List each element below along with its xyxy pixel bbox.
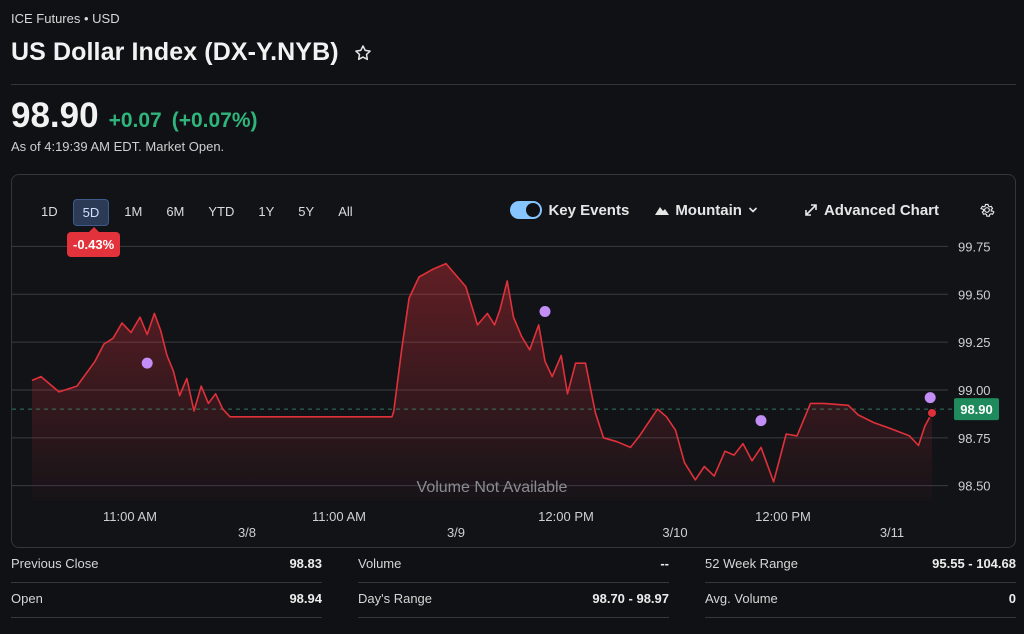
price-tag <box>954 398 999 421</box>
last-price: 98.90 <box>11 96 99 135</box>
stat-value: 98.94 <box>289 591 322 606</box>
range-button-ytd[interactable]: YTD <box>208 204 235 219</box>
key-events-toggle[interactable]: Key Events <box>510 201 629 219</box>
stat-row: Day's Range 98.70 - 98.97 <box>358 591 669 618</box>
page-title: US Dollar Index (DX-Y.NYB) <box>11 38 339 66</box>
range-button-5d[interactable]: 5D <box>72 199 110 226</box>
x-date-label: 3/8 <box>238 525 256 540</box>
stat-row: Open 98.94 <box>11 591 322 618</box>
stat-row: Avg. Volume 0 <box>705 591 1016 618</box>
x-date-label: 3/9 <box>447 525 465 540</box>
range-button-1y[interactable]: 1Y <box>258 204 275 219</box>
x-time-label: 12:00 PM <box>538 509 594 524</box>
x-time-label: 11:00 AM <box>103 509 157 524</box>
expand-icon <box>805 204 817 216</box>
key-event-marker[interactable] <box>924 392 936 404</box>
stat-label: Open <box>11 591 43 606</box>
mountain-icon <box>655 207 670 215</box>
chart-card: 99.75 99.50 99.25 99.00 98.75 98.50 Volume Not… <box>11 174 1016 548</box>
key-event-marker[interactable] <box>755 415 767 427</box>
chart-type-dropdown[interactable]: Mountain <box>655 202 758 219</box>
period-change-badge: -0.43% <box>67 227 121 257</box>
key-event-marker[interactable] <box>539 305 551 317</box>
stat-row: Volume -- <box>358 556 669 583</box>
range-button-1m[interactable]: 1M <box>124 204 143 219</box>
y-tick-label: 99.00 <box>958 383 991 398</box>
header-divider <box>11 84 1016 85</box>
last-price-marker <box>927 407 937 418</box>
stat-label: 52 Week Range <box>705 556 798 571</box>
y-tick-label: 99.50 <box>958 287 991 302</box>
range-button-5y[interactable]: 5Y <box>298 204 315 219</box>
advanced-chart-link[interactable]: Advanced Chart <box>804 202 939 219</box>
stat-value: -- <box>660 556 669 571</box>
key-event-marker[interactable] <box>141 357 153 369</box>
x-time-label: 11:00 AM <box>312 509 366 524</box>
star-icon[interactable] <box>353 43 373 63</box>
y-tick-label: 98.75 <box>958 431 991 446</box>
chart-tools: Key Events Mountain Advanced Chart <box>510 201 995 219</box>
y-tick-label: 99.75 <box>958 239 991 254</box>
stat-label: Day's Range <box>358 591 433 606</box>
toggle-switch-icon[interactable] <box>510 201 543 219</box>
price-change-percent: (+0.07%) <box>171 109 258 132</box>
stat-value: 95.55 - 104.68 <box>932 556 1016 571</box>
range-button-6m[interactable]: 6M <box>166 204 185 219</box>
exchange-label: ICE Futures • USD <box>11 11 120 26</box>
stat-label: Avg. Volume <box>705 591 778 606</box>
price-row: 98.90 +0.07 (+0.07%) <box>11 96 258 136</box>
price-tag-label: 98.90 <box>960 402 993 417</box>
price-line <box>31 262 933 483</box>
x-date-label: 3/11 <box>880 525 904 540</box>
advanced-chart-label: Advanced Chart <box>823 201 939 219</box>
gear-icon[interactable] <box>979 202 995 218</box>
x-date-label: 3/10 <box>662 525 687 540</box>
price-change: +0.07 <box>108 109 162 132</box>
stat-label: Previous Close <box>11 556 99 571</box>
timestamp: As of 4:19:39 AM EDT. Market Open. <box>11 139 225 154</box>
stat-label: Volume <box>358 556 402 571</box>
x-time-label: 12:00 PM <box>755 509 811 524</box>
title-row: US Dollar Index (DX-Y.NYB) <box>11 38 373 67</box>
y-tick-label: 99.25 <box>958 335 991 350</box>
stat-value: 98.70 - 98.97 <box>592 591 669 606</box>
range-button-all[interactable]: All <box>338 204 353 219</box>
chart-type-label: Mountain <box>675 201 742 219</box>
volume-note: Volume Not Available <box>417 479 568 496</box>
stat-value: 98.83 <box>289 556 322 571</box>
range-button-1d[interactable]: 1D <box>41 204 58 219</box>
price-chart[interactable]: 99.75 99.50 99.25 99.00 98.75 98.50 Volume Not… <box>12 175 1017 549</box>
y-tick-label: 98.50 <box>958 479 991 494</box>
stat-value: 0 <box>1008 591 1016 606</box>
stat-row: Previous Close 98.83 <box>11 556 322 583</box>
price-area <box>32 263 932 501</box>
chevron-down-icon <box>748 207 758 213</box>
range-selector: 1D 5D 1M 6M YTD 1Y 5Y All <box>32 199 362 226</box>
stat-row: 52 Week Range 95.55 - 104.68 <box>705 556 1016 583</box>
key-events-label: Key Events <box>548 201 630 219</box>
